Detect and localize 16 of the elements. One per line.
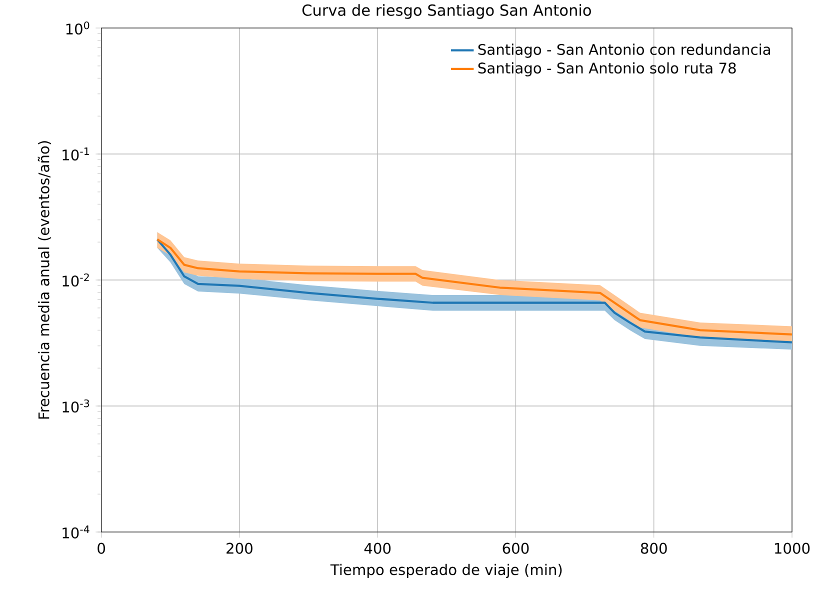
y-tick-label: 10$^{-2}$: [62, 273, 89, 287]
y-tick-label: 10$^{-1}$: [62, 148, 89, 160]
x-tick-label: 800: [640, 542, 667, 554]
x-axis-title: Tiempo esperado de viaje (min): [330, 564, 562, 578]
x-tick-label: 200: [226, 542, 252, 554]
y-tick-label: 10$^{0}$: [66, 21, 90, 35]
y-tick-label: 10$^{-4}$: [62, 526, 90, 538]
y-tick-label: 10$^{-3}$: [62, 399, 90, 413]
x-tick-label: 400: [364, 542, 391, 554]
y-axis-title: Frecuencia media anual (eventos/año): [38, 141, 52, 419]
x-tick-label: 0: [98, 542, 105, 554]
legend-label: Santiago - San Antonio solo ruta 78: [478, 62, 736, 76]
x-tick-label: 1000: [775, 542, 810, 554]
x-tick-label: 600: [502, 542, 529, 554]
chart-title: Curva de riesgo Santiago San Antonio: [302, 4, 591, 19]
legend-label: Santiago - San Antonio con redundancia: [478, 44, 770, 58]
